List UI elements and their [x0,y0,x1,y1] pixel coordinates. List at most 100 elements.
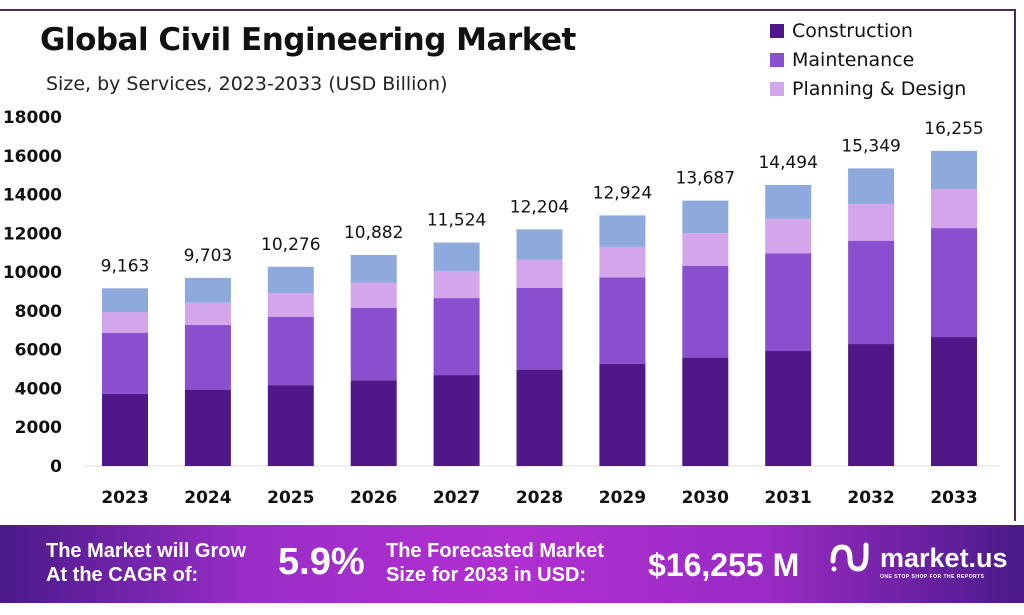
forecast-label: The Forecasted Market Size for 2033 in U… [386,539,604,587]
bar-segment-planning-design [848,203,895,241]
bar-segment-maintenance [931,228,977,338]
bar-segment-maintenance [433,298,480,376]
brand-logo: market.us ONE STOP SHOP FOR THE REPORTS [830,541,1008,580]
forecast-label-line2: Size for 2033 in USD: [386,564,587,586]
bar-segment-planning-design [267,293,314,317]
bar-segment-planning-design [184,302,231,326]
x-tick-label: 2031 [765,488,812,508]
legend-label: Maintenance [792,48,915,71]
bar-segment-maintenance [184,325,231,390]
bar-segment-planning-design [102,312,148,333]
cagr-label: The Market will Grow At the CAGR of: [46,539,246,587]
bar-segment-maintenance [599,277,646,364]
brand-name: market.us [880,542,1008,573]
bar-segment-series-4 [765,184,812,219]
bar-segment-construction [433,375,480,466]
bar-segment-series-4 [433,242,480,272]
bar-total-label: 9,163 [101,256,150,276]
legend-swatch [770,81,784,96]
x-tick-label: 2029 [599,488,646,508]
y-tick-label: 14000 [3,186,62,206]
x-tick-label: 2033 [930,488,977,508]
bar-segment-planning-design [765,218,812,254]
x-tick-label: 2028 [516,488,563,508]
bar-total-label: 12,204 [510,197,569,217]
brand-tagline: ONE STOP SHOP FOR THE REPORTS [880,574,985,580]
bar-segment-maintenance [682,265,729,358]
y-tick-label: 16000 [3,147,62,167]
x-tick-label: 2030 [682,488,729,508]
y-tick-label: 18000 [3,108,62,128]
legend-swatch [770,23,784,38]
bar-segment-series-4 [848,168,895,204]
bar-total-label: 14,494 [758,153,817,173]
x-tick-label: 2023 [101,488,148,508]
y-tick-label: 4000 [15,379,62,399]
bar-total-label: 9,703 [184,246,233,266]
y-tick-label: 12000 [3,224,62,244]
legend-item-maintenance: Maintenance [770,45,966,74]
bar-total-label: 12,924 [593,183,652,203]
summary-banner: The Market will Grow At the CAGR of: 5.9… [0,525,1024,603]
cagr-label-line2: At the CAGR of: [46,564,199,586]
bar-segment-series-4 [267,266,314,294]
chart-title: Global Civil Engineering Market [40,22,576,58]
cagr-label-line1: The Market will Grow [46,540,247,562]
bar-segment-maintenance [765,253,812,352]
stacked-bar-chart: 0 2000 4000 6000 8000 10000 12000 14000 16000 180… [3,108,1000,508]
legend: Construction Maintenance Planning & Desi… [770,16,966,103]
bar-segment-maintenance [267,316,314,386]
bar-segment-maintenance [350,307,397,381]
y-tick-label: 10000 [3,263,62,283]
bar-segment-construction [267,385,314,466]
bar-segment-planning-design [433,271,480,299]
forecast-label-line1: The Forecasted Market [386,540,604,562]
bar-segment-construction [682,357,729,466]
bar-segment-planning-design [599,246,646,278]
y-tick-label: 0 [50,457,62,477]
bar-total-label: 11,524 [427,211,486,231]
bar-segment-series-4 [599,215,646,247]
bar-segment-planning-design [350,282,397,308]
bar-segment-planning-design [682,233,729,266]
x-tick-label: 2024 [184,488,231,508]
bar-segment-construction [848,344,895,466]
bar-total-label: 10,882 [344,223,403,243]
bar-segment-construction [184,389,231,466]
x-tick-label: 2025 [267,488,314,508]
bar-segment-construction [102,393,148,466]
cagr-value: 5.9% [278,541,365,583]
bar-total-label: 15,349 [841,136,900,156]
bar-segment-planning-design [931,188,977,229]
bar-segment-series-4 [184,277,231,303]
legend-label: Construction [792,19,913,42]
bar-segment-series-4 [350,255,397,283]
bar-segment-maintenance [848,240,895,345]
x-tick-label: 2032 [847,488,894,508]
chart-frame [0,9,1016,521]
bar-segment-construction [599,363,646,466]
legend-label: Planning & Design [792,77,967,100]
bar-segment-series-4 [516,229,563,260]
bar-segment-construction [516,369,563,466]
x-tick-label: 2026 [350,488,397,508]
market-us-logo-icon [830,542,869,572]
bar-total-label: 13,687 [676,169,735,189]
bar-total-label: 16,255 [924,119,983,139]
y-tick-label: 6000 [15,341,62,361]
bar-segment-planning-design [516,259,563,289]
y-tick-label: 2000 [15,418,62,438]
y-tick-label: 8000 [15,302,62,322]
legend-item-planning-design: Planning & Design [770,74,966,103]
bar-segment-construction [350,380,397,466]
chart-subtitle: Size, by Services, 2023-2033 (USD Billio… [46,73,448,95]
forecast-value: $16,255 M [648,547,800,583]
legend-item-construction: Construction [770,16,966,45]
bar-segment-construction [765,351,812,466]
bar-total-label: 10,276 [261,235,320,255]
legend-swatch [770,52,784,67]
bar-segment-construction [931,337,977,466]
x-tick-label: 2027 [433,488,480,508]
bar-segment-series-4 [931,150,977,189]
bar-segment-series-4 [682,200,729,234]
